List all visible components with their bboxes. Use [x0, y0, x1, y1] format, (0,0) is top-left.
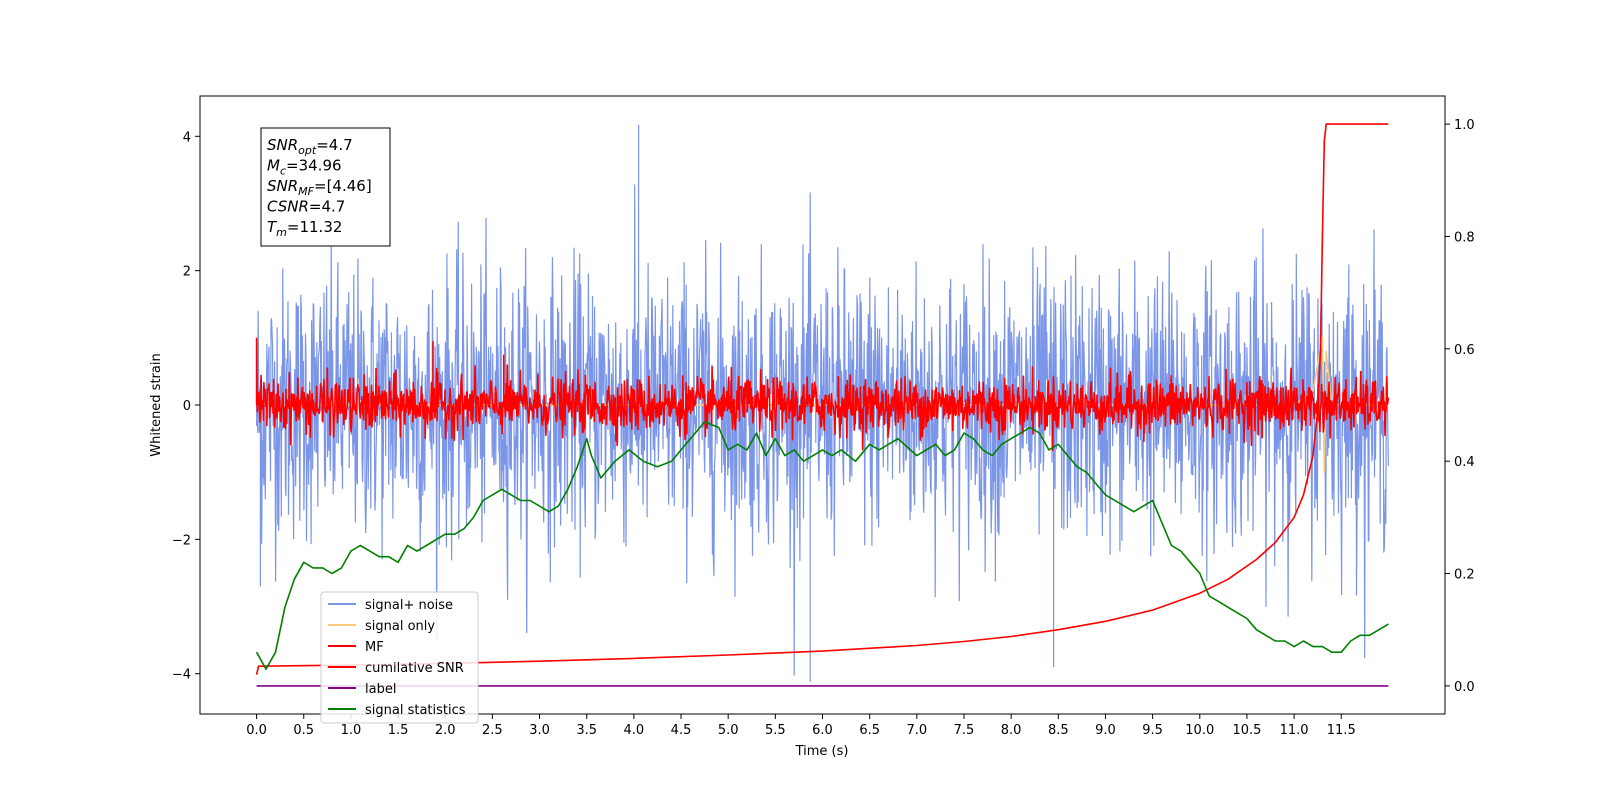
y-tick-label: −4: [172, 668, 191, 683]
x-tick-label: 1.0: [341, 723, 362, 738]
x-tick-label: 10.5: [1232, 723, 1261, 738]
x-tick-label: 6.0: [812, 723, 833, 738]
y2-tick-label: 1.0: [1454, 118, 1475, 133]
info-line: Tm=11.32: [267, 218, 342, 239]
y-tick-label: −2: [172, 533, 191, 548]
y-tick-label: 0: [183, 399, 191, 414]
legend-frame: [320, 591, 479, 724]
x-tick-label: 3.0: [529, 723, 550, 738]
y-tick-label: 2: [183, 265, 191, 280]
info-line: CSNR=4.7: [267, 198, 345, 216]
info-line: SNRopt=4.7: [267, 136, 353, 157]
x-tick-label: 5.0: [718, 723, 739, 738]
x-tick-label: 3.5: [576, 723, 597, 738]
x-tick-label: 2.0: [435, 723, 456, 738]
legend-label: signal only: [365, 619, 435, 634]
x-tick-label: 11.5: [1327, 723, 1356, 738]
series-line-3: [255, 123, 1389, 675]
y2-tick-label: 0.8: [1454, 230, 1475, 245]
y2-tick-label: 0.6: [1454, 343, 1475, 358]
x-tick-label: 8.5: [1048, 723, 1069, 738]
info-box-frame: [260, 127, 391, 247]
legend-label: label: [365, 682, 396, 697]
series-line-5: [255, 421, 1389, 670]
x-tick-label: 7.0: [906, 723, 927, 738]
x-tick-label: 4.5: [671, 723, 692, 738]
y2-tick-label: 0.0: [1454, 680, 1475, 695]
legend-label: cumilative SNR: [365, 661, 464, 676]
x-tick-label: 11.0: [1280, 723, 1309, 738]
series-line-2: [255, 337, 1390, 452]
legend-label: signal+ noise: [365, 598, 453, 613]
series-line-0: [256, 124, 1389, 682]
y-tick-label: 4: [183, 130, 191, 145]
info-line: Mc=34.96: [267, 157, 342, 178]
x-tick-label: 1.5: [388, 723, 409, 738]
y2-tick-label: 0.2: [1454, 568, 1475, 583]
x-axis-label: Time (s): [795, 744, 849, 759]
y-axis-label: Whitened strain: [149, 353, 164, 456]
x-tick-label: 0.5: [293, 723, 314, 738]
x-tick-label: 9.5: [1142, 723, 1163, 738]
x-tick-label: 2.5: [482, 723, 503, 738]
legend-label: signal statistics: [365, 703, 466, 718]
x-tick-label: 9.0: [1095, 723, 1116, 738]
legend: signal+ noise signal only MF cumilative SNR…: [320, 591, 479, 724]
y2-tick-label: 0.4: [1454, 455, 1475, 470]
x-tick-label: 8.0: [1001, 723, 1022, 738]
x-tick-label: 0.0: [246, 723, 267, 738]
x-tick-label: 10.0: [1185, 723, 1214, 738]
x-tick-label: 4.0: [624, 723, 645, 738]
info-line: SNRMF=[4.46]: [267, 177, 372, 198]
x-tick-label: 6.5: [859, 723, 880, 738]
x-tick-label: 5.5: [765, 723, 786, 738]
x-tick-label: 7.5: [954, 723, 975, 738]
legend-label: MF: [365, 640, 384, 655]
